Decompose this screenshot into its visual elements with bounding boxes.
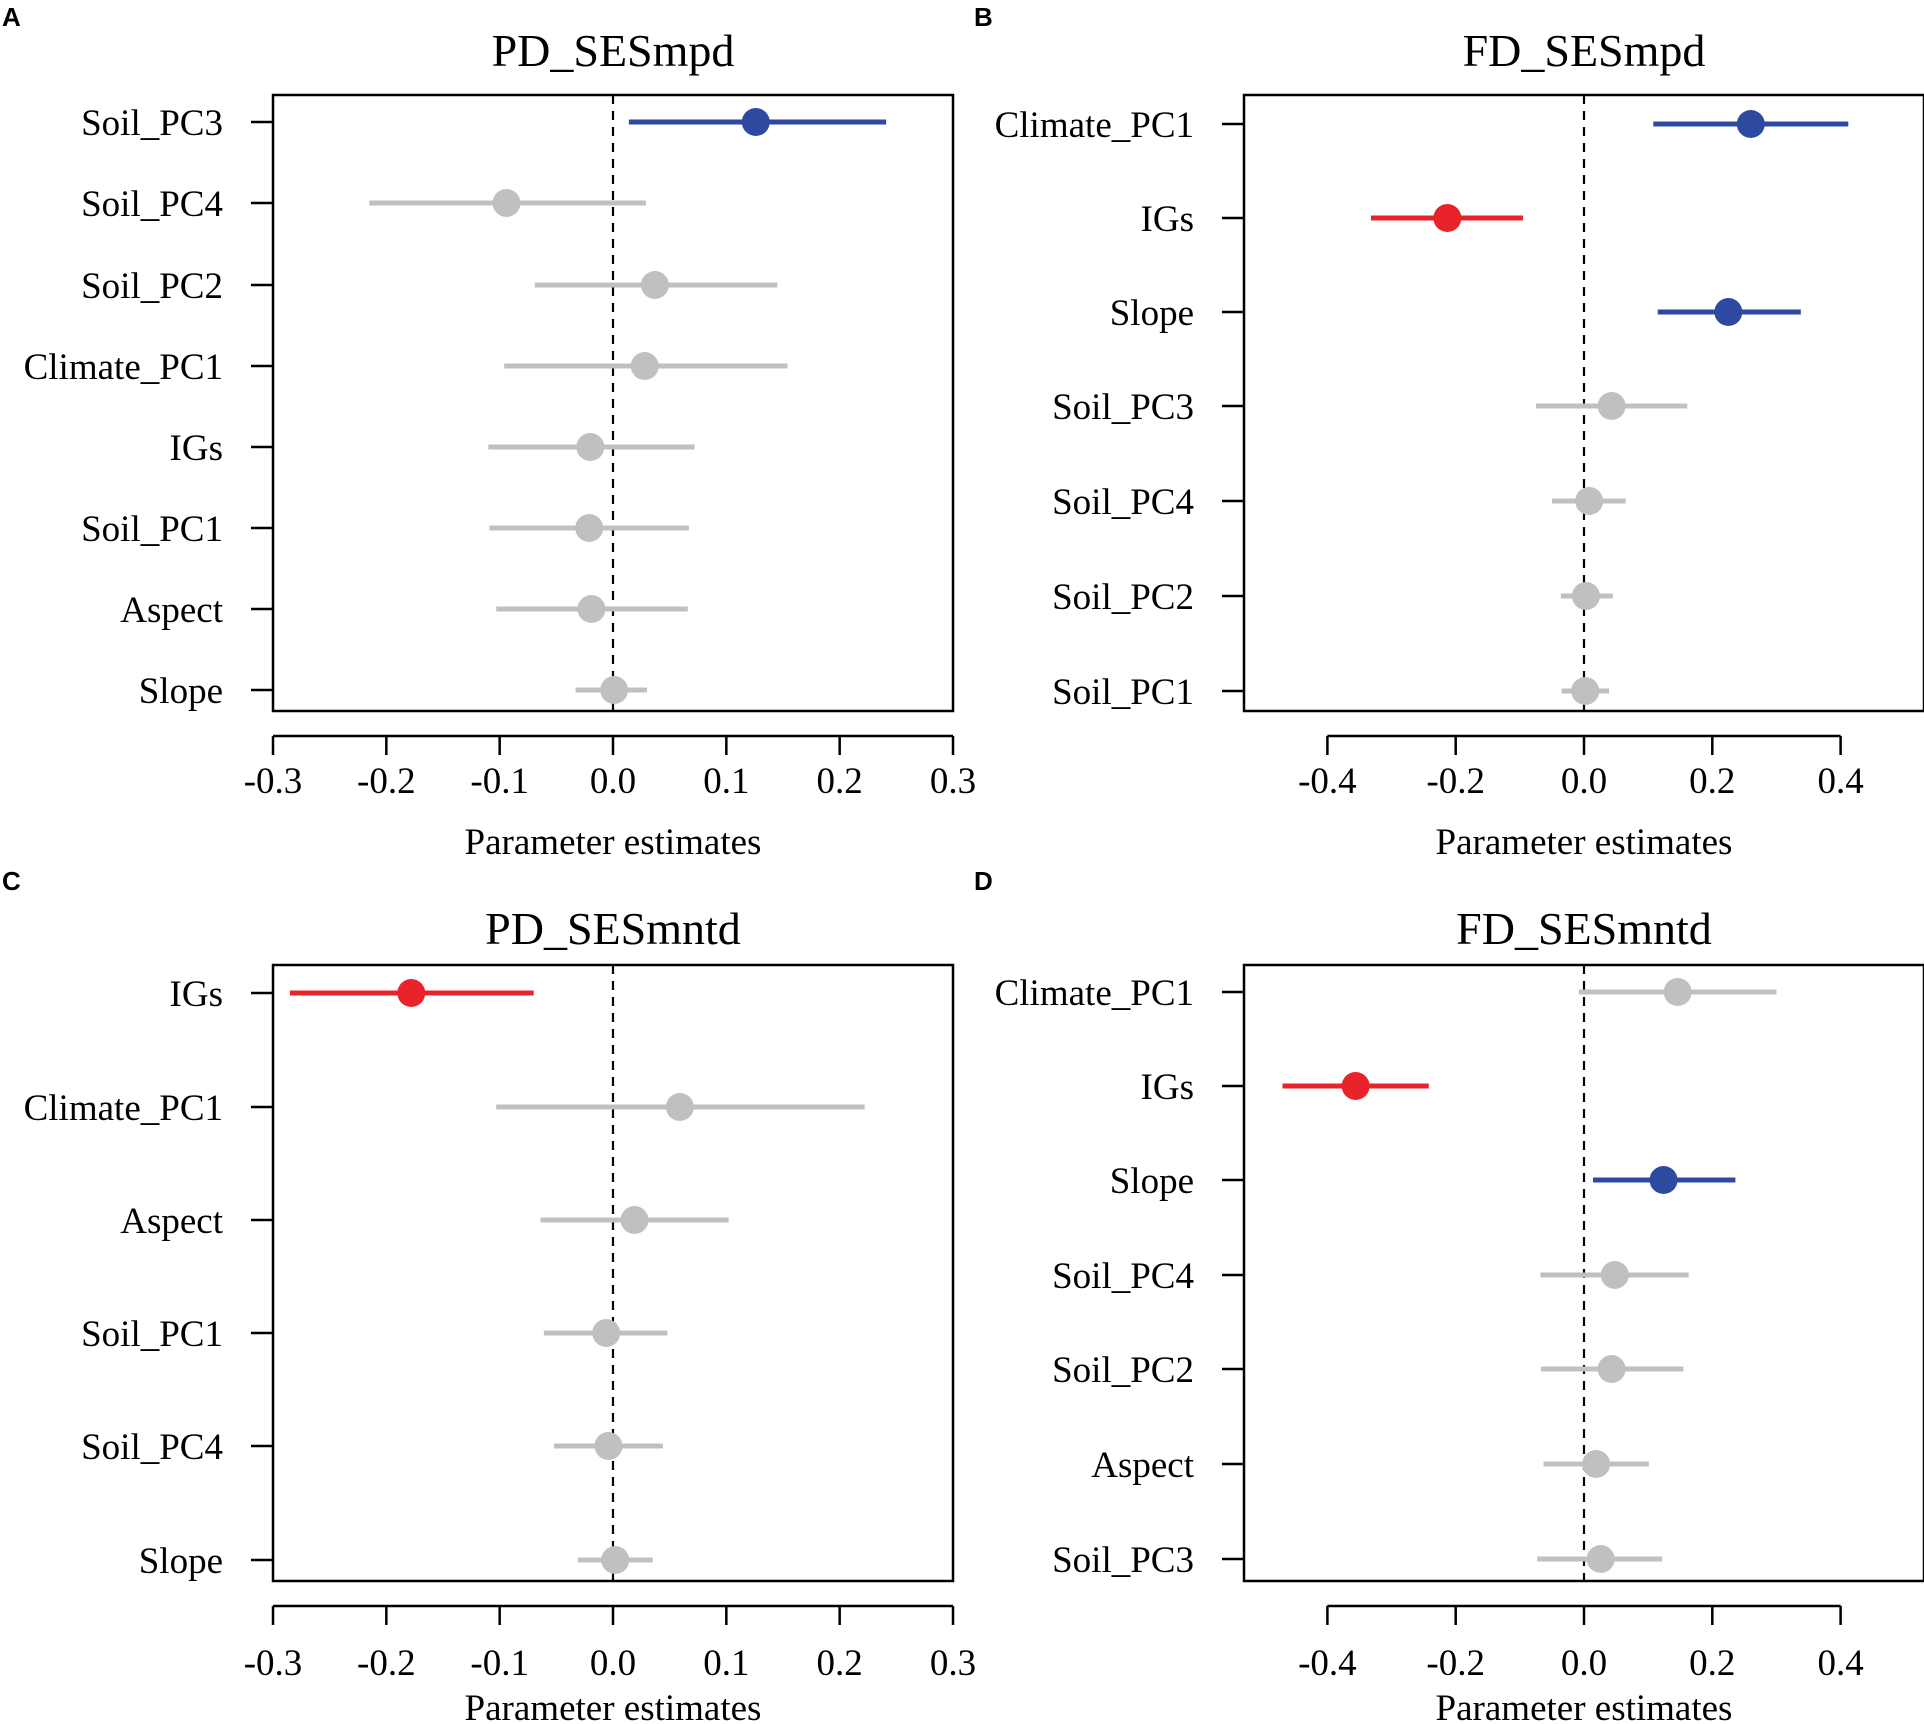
- x-tick-label: -0.2: [357, 761, 416, 802]
- x-tick-label: -0.4: [1298, 761, 1357, 802]
- chart-title: FD_SESmntd: [1456, 903, 1712, 954]
- point-estimate: [1586, 1545, 1615, 1573]
- point-estimate: [1582, 1450, 1611, 1478]
- x-tick-label: -0.3: [244, 761, 303, 802]
- x-tick-label: -0.1: [470, 761, 529, 802]
- x-tick-label: 0.0: [590, 761, 636, 802]
- variable-label: Climate_PC1: [995, 105, 1194, 146]
- x-tick-label: 0.0: [1561, 1643, 1607, 1684]
- variable-label: IGs: [170, 428, 223, 469]
- point-estimate: [620, 1206, 649, 1234]
- x-tick-label: -0.3: [244, 1643, 303, 1684]
- chart-title: PD_SESmntd: [485, 903, 741, 954]
- point-estimate: [1571, 582, 1600, 610]
- point-estimate: [741, 108, 770, 136]
- variable-label: Climate_PC1: [995, 973, 1194, 1014]
- x-tick-label: -0.1: [470, 1643, 529, 1684]
- point-estimate: [600, 676, 629, 704]
- x-tick-label: 0.2: [817, 1643, 863, 1684]
- variable-label: Soil_PC4: [81, 184, 223, 225]
- panel-a: A PD_SESmpd -0.3 -0.2 -0.1 0.0 0.1 0.2 0.3 Parame…: [2, 2, 976, 863]
- x-axis-title: Parameter estimates: [465, 1688, 762, 1724]
- point-estimate: [1600, 1261, 1629, 1289]
- variable-label: Soil_PC4: [81, 1427, 223, 1468]
- point-estimate: [1597, 1355, 1626, 1383]
- x-axis-title: Parameter estimates: [1436, 822, 1733, 863]
- panel-c: C PD_SESmntd -0.3 -0.2 -0.1 0.0 0.1 0.2 0.3 Param…: [2, 866, 976, 1724]
- x-tick-label: 0.0: [590, 1643, 636, 1684]
- variable-label: Soil_PC3: [1052, 387, 1194, 428]
- point-estimate: [1649, 1166, 1678, 1194]
- panel-letter: B: [974, 2, 993, 32]
- x-axis-title: Parameter estimates: [465, 822, 762, 863]
- x-tick-label: 0.0: [1561, 761, 1607, 802]
- x-tick-label: -0.2: [1426, 761, 1485, 802]
- variable-label: Slope: [1110, 293, 1194, 334]
- variable-label: Aspect: [120, 1201, 223, 1242]
- variable-label: Slope: [139, 1541, 223, 1582]
- variable-label: Soil_PC4: [1052, 1256, 1194, 1297]
- point-estimate: [397, 979, 426, 1007]
- variable-label: IGs: [1141, 199, 1194, 240]
- point-estimate: [1736, 110, 1765, 138]
- x-tick-label: 0.3: [930, 1643, 976, 1684]
- x-tick-label: -0.2: [1426, 1643, 1485, 1684]
- chart-title: PD_SESmpd: [492, 25, 735, 76]
- point-estimate: [601, 1546, 630, 1574]
- point-estimate: [592, 1319, 621, 1347]
- variable-label: Aspect: [1091, 1445, 1194, 1486]
- variable-label: Slope: [1110, 1161, 1194, 1202]
- variable-label: Soil_PC2: [81, 266, 223, 307]
- x-tick-label: -0.2: [357, 1643, 416, 1684]
- variable-label: Soil_PC2: [1052, 577, 1194, 618]
- point-estimate: [492, 189, 521, 217]
- panel-b: B FD_SESmpd -0.4 -0.2 0.0 0.2 0.4 Parameter est…: [974, 2, 1924, 863]
- variable-label: Slope: [139, 671, 223, 712]
- point-estimate: [1663, 978, 1692, 1006]
- point-estimate: [1714, 298, 1743, 326]
- x-tick-label: 0.4: [1817, 1643, 1863, 1684]
- point-estimate: [594, 1432, 623, 1460]
- variable-label: Soil_PC3: [81, 103, 223, 144]
- point-estimate: [1433, 204, 1462, 232]
- point-estimate: [640, 271, 669, 299]
- variable-label: Soil_PC3: [1052, 1540, 1194, 1581]
- panel-letter: D: [974, 866, 993, 896]
- variable-label: Aspect: [120, 590, 223, 631]
- point-estimate: [665, 1093, 694, 1121]
- variable-label: Soil_PC1: [1052, 672, 1194, 713]
- x-tick-label: 0.1: [703, 761, 749, 802]
- x-tick-label: 0.1: [703, 1643, 749, 1684]
- point-estimate: [1597, 392, 1626, 420]
- point-estimate: [575, 514, 604, 542]
- point-estimate: [630, 352, 659, 380]
- point-estimate: [1571, 677, 1600, 705]
- x-axis-title: Parameter estimates: [1436, 1688, 1733, 1724]
- variable-label: Soil_PC1: [81, 509, 223, 550]
- variable-label: Climate_PC1: [24, 347, 223, 388]
- point-estimate: [576, 433, 605, 461]
- variable-label: Soil_PC4: [1052, 482, 1194, 523]
- variable-label: Soil_PC1: [81, 1314, 223, 1355]
- variable-label: Soil_PC2: [1052, 1350, 1194, 1391]
- x-tick-label: -0.4: [1298, 1643, 1357, 1684]
- panel-d: D FD_SESmntd -0.4 -0.2 0.0 0.2 0.4 Parameter es…: [974, 866, 1924, 1724]
- point-estimate: [1575, 487, 1604, 515]
- point-estimate: [1341, 1072, 1370, 1100]
- x-tick-label: 0.4: [1817, 761, 1863, 802]
- variable-label: Climate_PC1: [24, 1088, 223, 1129]
- panel-letter: C: [2, 866, 21, 896]
- x-tick-label: 0.2: [817, 761, 863, 802]
- x-tick-label: 0.3: [930, 761, 976, 802]
- x-tick-label: 0.2: [1689, 761, 1735, 802]
- point-estimate: [577, 595, 606, 623]
- variable-label: IGs: [170, 974, 223, 1015]
- x-tick-label: 0.2: [1689, 1643, 1735, 1684]
- chart-title: FD_SESmpd: [1463, 25, 1706, 76]
- variable-label: IGs: [1141, 1067, 1194, 1108]
- panel-letter: A: [2, 2, 21, 32]
